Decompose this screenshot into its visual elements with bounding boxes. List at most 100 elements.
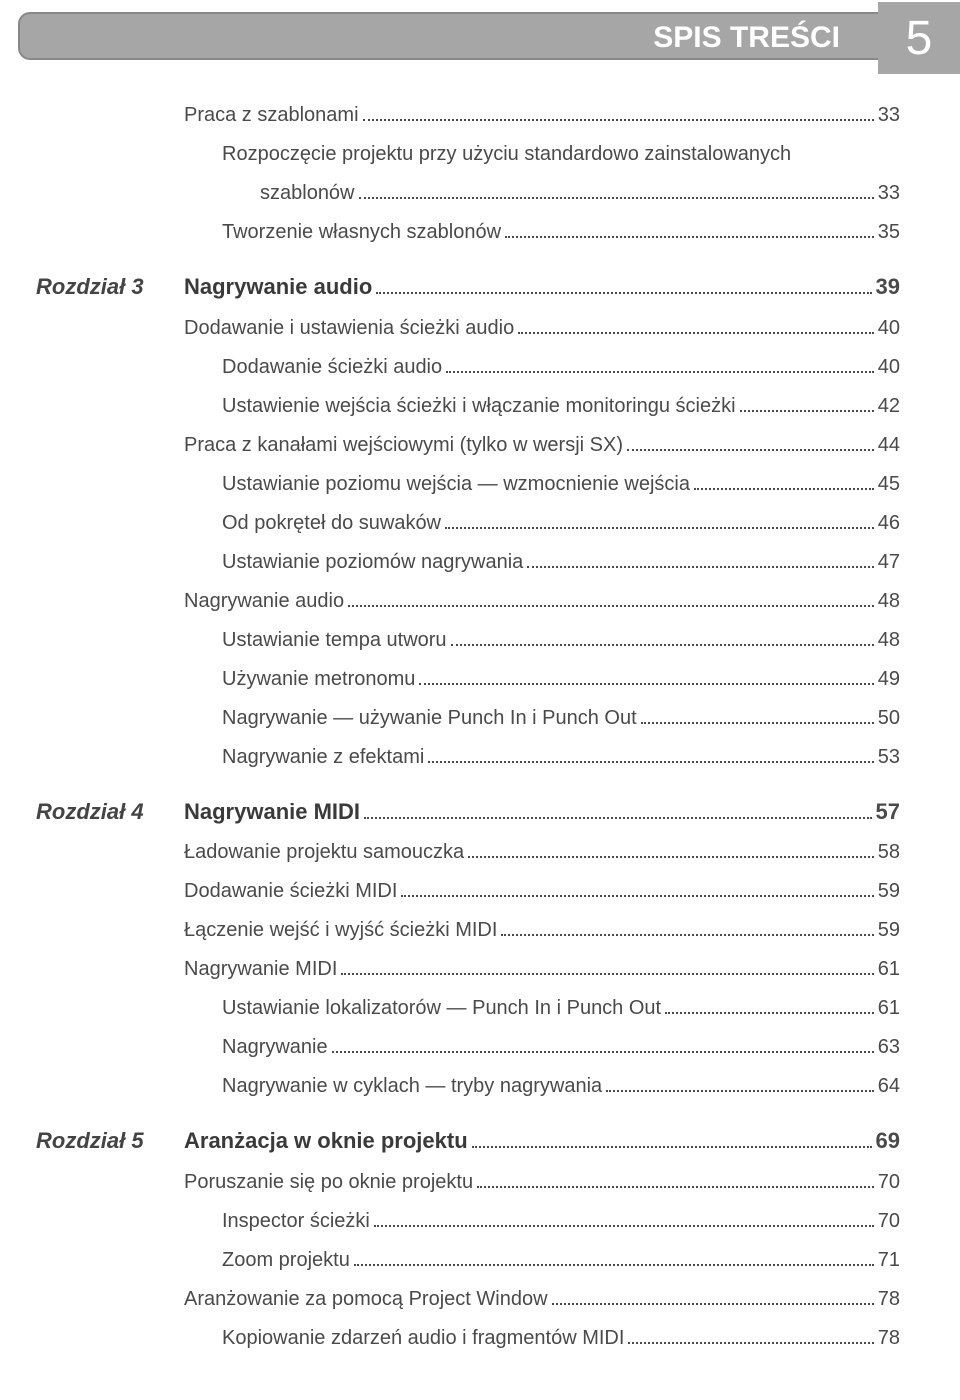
toc-entry: Ustawianie tempa utworu 48 <box>184 623 900 658</box>
toc-row: Używanie metronomu49 <box>36 662 900 697</box>
toc-row: Zoom projektu71 <box>36 1243 900 1278</box>
entry-page: 61 <box>878 991 900 1026</box>
toc-entry: Inspector ścieżki70 <box>184 1204 900 1239</box>
entry-page: 40 <box>878 350 900 385</box>
dot-leader <box>419 683 873 685</box>
toc-row: Nagrywanie — używanie Punch In i Punch O… <box>36 701 900 736</box>
toc-entry: Rozpoczęcie projektu przy użyciu standar… <box>184 137 900 172</box>
toc-entry: Nagrywanie z efektami53 <box>184 740 900 775</box>
dot-leader <box>332 1051 874 1053</box>
toc-row: Aranżowanie za pomocą Project Window 78 <box>36 1282 900 1317</box>
entry-text: Kopiowanie zdarzeń audio i fragmentów MI… <box>222 1321 624 1356</box>
entry-text: Używanie metronomu <box>222 662 415 697</box>
entry-page: 59 <box>878 913 900 948</box>
entry-text: Łączenie wejść i wyjść ścieżki MIDI <box>184 913 497 948</box>
entry-text: Dodawanie ścieżki audio <box>222 350 442 385</box>
entry-page: 35 <box>878 215 900 250</box>
toc-row: Nagrywanie 63 <box>36 1030 900 1065</box>
toc-entry: Praca z kanałami wejściowymi (tylko w we… <box>184 428 900 463</box>
toc-row: Nagrywanie audio48 <box>36 584 900 619</box>
toc-entry: Dodawanie ścieżki MIDI 59 <box>184 874 900 909</box>
entry-text: Nagrywanie MIDI <box>184 952 337 987</box>
toc-row: Dodawanie ścieżki audio 40 <box>36 350 900 385</box>
entry-page: 64 <box>878 1069 900 1104</box>
dot-leader <box>359 197 874 199</box>
dot-leader <box>364 817 871 819</box>
toc-entry: Nagrywanie MIDI57 <box>184 793 900 832</box>
entry-text: Rozpoczęcie projektu przy użyciu standar… <box>222 137 791 172</box>
dot-leader <box>472 1146 872 1148</box>
entry-text: Aranżacja w oknie projektu <box>184 1122 468 1161</box>
toc-row: Nagrywanie z efektami53 <box>36 740 900 775</box>
toc-entry: Nagrywanie audio48 <box>184 584 900 619</box>
entry-page: 78 <box>878 1282 900 1317</box>
entry-text: Nagrywanie audio <box>184 268 372 307</box>
dot-leader <box>446 371 874 373</box>
entry-text: Ustawianie poziomów nagrywania <box>222 545 523 580</box>
entry-text: Od pokręteł do suwaków <box>222 506 441 541</box>
toc-row: Ustawianie poziomu wejścia — wzmocnienie… <box>36 467 900 502</box>
entry-text: Dodawanie i ustawienia ścieżki audio <box>184 311 514 346</box>
entry-text: Ustawienie wejścia ścieżki i włączanie m… <box>222 389 736 424</box>
toc-entry: Nagrywanie 63 <box>184 1030 900 1065</box>
entry-text: Ustawianie lokalizatorów — Punch In i Pu… <box>222 991 661 1026</box>
entry-page: 50 <box>878 701 900 736</box>
toc-row: Inspector ścieżki70 <box>36 1204 900 1239</box>
toc-row: Łączenie wejść i wyjść ścieżki MIDI 59 <box>36 913 900 948</box>
dot-leader <box>374 1225 874 1227</box>
toc-entry: Tworzenie własnych szablonów35 <box>184 215 900 250</box>
toc-row: Ustawienie wejścia ścieżki i włączanie m… <box>36 389 900 424</box>
entry-page: 63 <box>878 1030 900 1065</box>
dot-leader <box>348 605 874 607</box>
toc-entry: Aranżowanie za pomocą Project Window 78 <box>184 1282 900 1317</box>
toc-row: Rozdział 3Nagrywanie audio39 <box>36 268 900 307</box>
dot-leader <box>354 1264 874 1266</box>
entry-text: Ustawianie tempa utworu <box>222 623 447 658</box>
entry-text: Dodawanie ścieżki MIDI <box>184 874 397 909</box>
toc-entry: Aranżacja w oknie projektu69 <box>184 1122 900 1161</box>
entry-text: Poruszanie się po oknie projektu <box>184 1165 473 1200</box>
toc-row: Tworzenie własnych szablonów35 <box>36 215 900 250</box>
entry-page: 78 <box>878 1321 900 1356</box>
dot-leader <box>363 119 874 121</box>
entry-text: Nagrywanie audio <box>184 584 344 619</box>
entry-text: Ładowanie projektu samouczka <box>184 835 464 870</box>
toc-row: Ładowanie projektu samouczka58 <box>36 835 900 870</box>
dot-leader <box>376 292 871 294</box>
dot-leader <box>627 449 874 451</box>
toc-row: Rozpoczęcie projektu przy użyciu standar… <box>36 137 900 172</box>
dot-leader <box>641 722 874 724</box>
dot-leader <box>606 1090 874 1092</box>
entry-page: 59 <box>878 874 900 909</box>
entry-text: Praca z kanałami wejściowymi (tylko w we… <box>184 428 623 463</box>
dot-leader <box>501 934 873 936</box>
entry-page: 47 <box>878 545 900 580</box>
entry-page: 33 <box>878 176 900 211</box>
toc-entry: Ładowanie projektu samouczka58 <box>184 835 900 870</box>
toc-row: Nagrywanie MIDI61 <box>36 952 900 987</box>
entry-page: 70 <box>878 1165 900 1200</box>
toc-entry: Praca z szablonami33 <box>184 98 900 133</box>
entry-page: 48 <box>878 623 900 658</box>
entry-page: 57 <box>876 793 900 832</box>
toc-row: Od pokręteł do suwaków46 <box>36 506 900 541</box>
toc-row: szablonów 33 <box>36 176 900 211</box>
dot-leader <box>477 1186 874 1188</box>
toc-row: Rozdział 4Nagrywanie MIDI57 <box>36 793 900 832</box>
page-number-box: 5 <box>878 2 960 74</box>
dot-leader <box>527 566 873 568</box>
toc-row: Nagrywanie w cyklach — tryby nagrywania 6… <box>36 1069 900 1104</box>
toc-row: Ustawianie tempa utworu 48 <box>36 623 900 658</box>
entry-page: 44 <box>878 428 900 463</box>
entry-text: Aranżowanie za pomocą Project Window <box>184 1282 548 1317</box>
entry-text: Ustawianie poziomu wejścia — wzmocnienie… <box>222 467 690 502</box>
entry-text: Nagrywanie w cyklach — tryby nagrywania <box>222 1069 602 1104</box>
entry-text: Nagrywanie <box>222 1030 328 1065</box>
entry-text: Nagrywanie — używanie Punch In i Punch O… <box>222 701 637 736</box>
entry-page: 45 <box>878 467 900 502</box>
entry-page: 40 <box>878 311 900 346</box>
entry-text: szablonów <box>260 176 355 211</box>
toc-entry: Ustawianie poziomów nagrywania 47 <box>184 545 900 580</box>
entry-text: Praca z szablonami <box>184 98 359 133</box>
chapter-label: Rozdział 3 <box>36 268 184 307</box>
